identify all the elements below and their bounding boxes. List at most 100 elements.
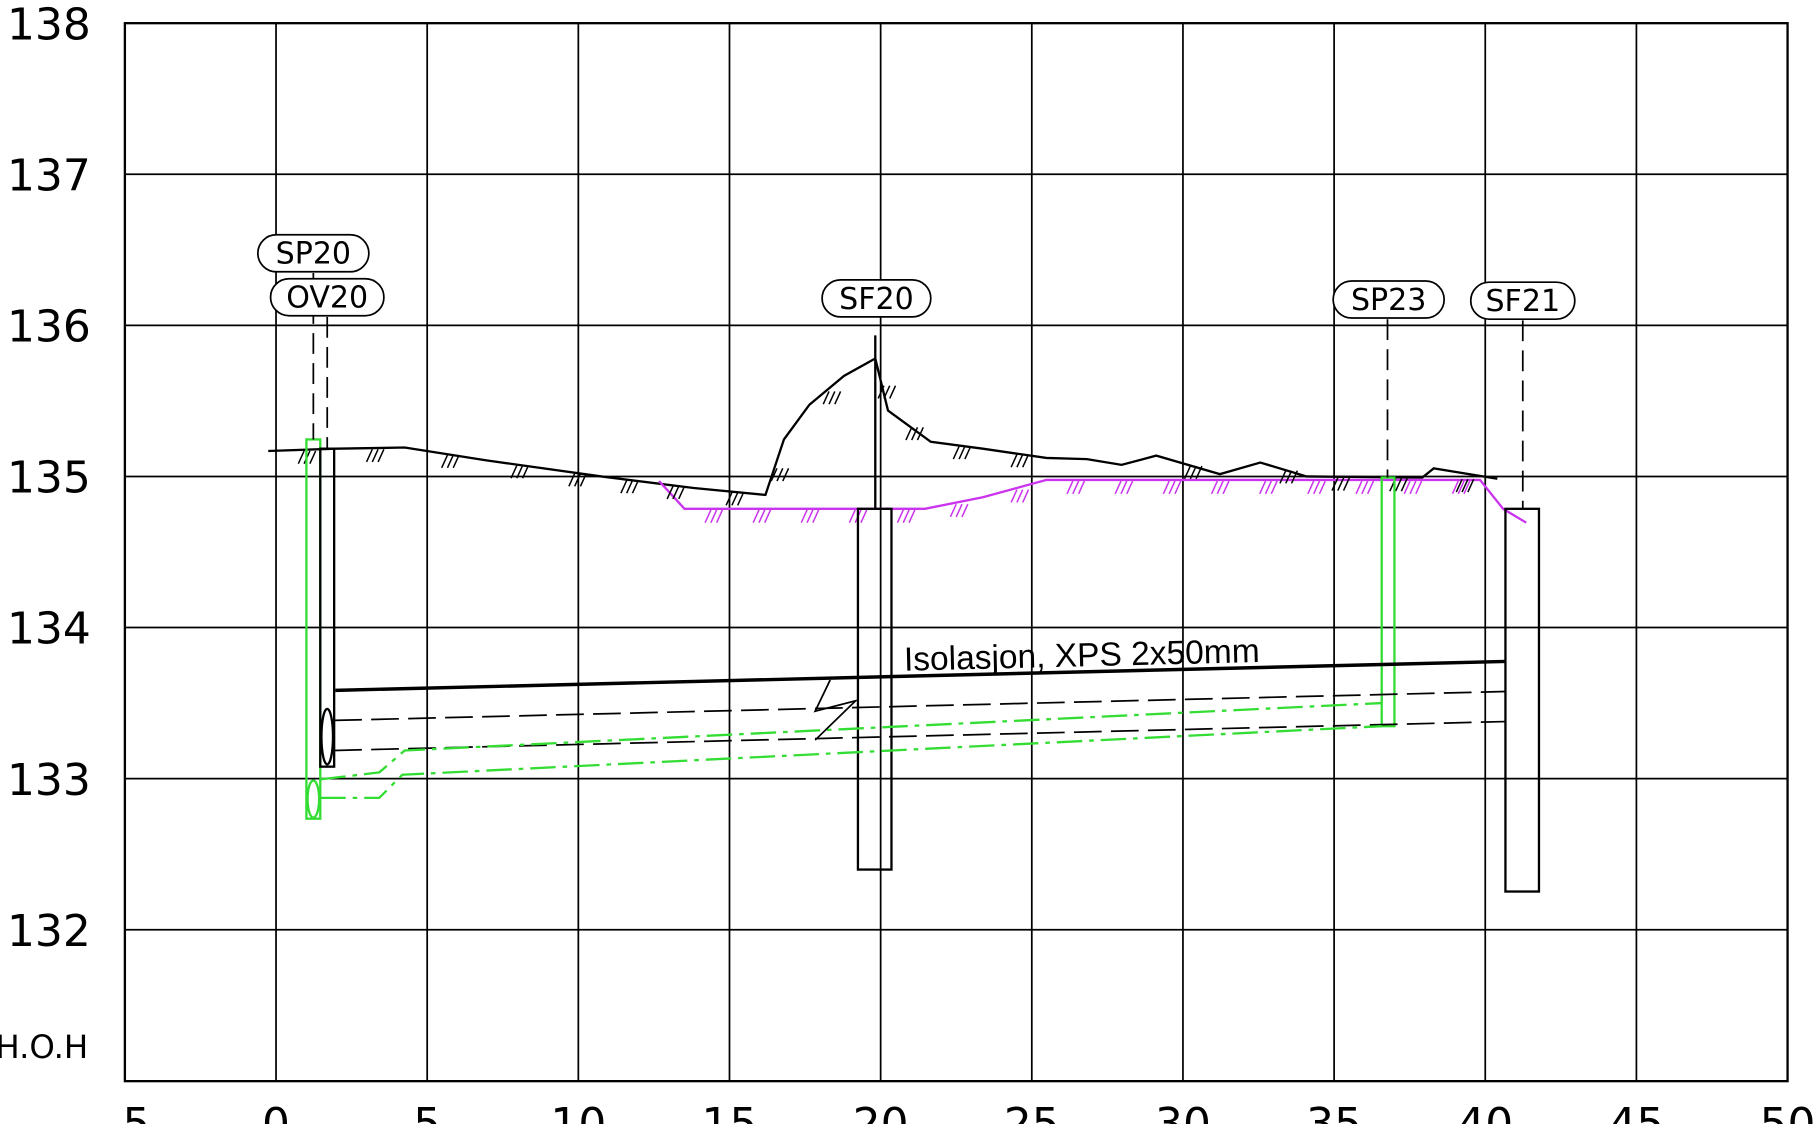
hatch xyxy=(964,446,972,460)
hatch xyxy=(800,509,808,523)
hatch xyxy=(573,473,582,487)
hatch xyxy=(710,509,718,523)
hatch xyxy=(1270,480,1278,495)
insulation-label: Isolasjon, XPS 2x50mm xyxy=(903,633,1260,679)
hatch xyxy=(860,509,868,523)
hatch xyxy=(1467,479,1475,493)
hatch xyxy=(1409,480,1417,495)
hatch xyxy=(1022,454,1030,468)
hatch xyxy=(309,450,317,465)
hatching xyxy=(297,385,1475,523)
hatch xyxy=(1022,489,1030,503)
well-sp23 xyxy=(1380,476,1396,728)
hatch xyxy=(521,465,530,479)
hatch xyxy=(377,448,385,463)
hatch xyxy=(1189,465,1197,480)
hatch xyxy=(1366,480,1375,495)
hatch xyxy=(1290,470,1298,484)
y-label: 132 xyxy=(7,906,91,957)
hatch xyxy=(631,480,639,494)
hatch xyxy=(764,509,772,523)
pipe-top xyxy=(334,690,1506,722)
hatch xyxy=(896,509,904,523)
tag-box xyxy=(821,279,932,318)
hatch xyxy=(1072,480,1080,495)
hatch xyxy=(883,385,891,399)
leaders xyxy=(312,272,1524,509)
tag-label: SP23 xyxy=(1351,283,1426,318)
hatch xyxy=(1285,470,1293,484)
x-label: 5 xyxy=(413,1099,441,1124)
x-label: 50 xyxy=(1760,1099,1813,1124)
hatch xyxy=(1461,479,1469,493)
hatch xyxy=(620,480,628,494)
grid xyxy=(124,23,1788,1082)
y-label: 133 xyxy=(7,755,91,806)
hatch xyxy=(1342,477,1351,491)
x-label: 0 xyxy=(262,1099,290,1124)
hatch xyxy=(1355,480,1363,495)
hatch xyxy=(776,468,784,482)
tag-box xyxy=(256,233,370,273)
hatch xyxy=(1318,480,1326,495)
x-label: 25 xyxy=(1004,1099,1060,1124)
hatch xyxy=(1457,480,1465,495)
hatch xyxy=(1120,480,1128,495)
hatch xyxy=(1174,480,1182,495)
hatch xyxy=(1222,480,1230,495)
hatch xyxy=(1010,489,1018,503)
hatch xyxy=(441,454,449,469)
hatch xyxy=(1463,480,1471,495)
hatch xyxy=(889,385,897,399)
hatch xyxy=(1403,480,1411,495)
hatch xyxy=(1313,480,1321,495)
insulation-line xyxy=(335,659,1506,693)
hatch xyxy=(1066,480,1074,495)
hatch xyxy=(752,509,760,523)
hatch xyxy=(1114,480,1122,495)
hatch xyxy=(758,509,766,523)
pipe-section xyxy=(320,707,335,766)
pipe-bottom xyxy=(334,720,1506,752)
hatch xyxy=(916,426,924,441)
hatch xyxy=(452,454,460,469)
x-label: 30 xyxy=(1155,1099,1211,1124)
hatch xyxy=(1010,454,1018,468)
hatch xyxy=(848,509,856,523)
hatch xyxy=(1307,480,1315,495)
hatch xyxy=(1016,454,1024,468)
hatch xyxy=(1394,478,1403,492)
tag-label: OV20 xyxy=(286,281,368,316)
hatch xyxy=(678,485,686,500)
hatch xyxy=(782,468,790,482)
hatch xyxy=(834,391,842,405)
hatch xyxy=(626,480,634,494)
hatch xyxy=(1264,480,1272,495)
x-label: 10 xyxy=(550,1099,606,1124)
hatch xyxy=(961,503,969,518)
hatch xyxy=(1126,480,1134,495)
excavation-line xyxy=(658,478,1527,524)
hatch xyxy=(812,509,820,523)
datum-label: H.O.H xyxy=(0,1028,88,1066)
hatch xyxy=(1162,480,1170,495)
hatch xyxy=(949,503,957,518)
break-mark xyxy=(813,679,859,741)
tag-label: SP20 xyxy=(276,237,351,272)
hatch xyxy=(1210,480,1219,495)
hatch xyxy=(955,503,963,518)
hatch xyxy=(1016,489,1024,503)
y-label: 137 xyxy=(7,150,91,201)
hatch xyxy=(822,391,830,405)
hatch xyxy=(1168,480,1176,495)
tag-box xyxy=(1332,280,1446,319)
hatch xyxy=(731,492,739,506)
axis-labels: 1381371361351341331325051015202530354045… xyxy=(7,0,1813,1124)
hatch xyxy=(737,492,745,506)
hatch xyxy=(672,485,680,500)
hatch xyxy=(1077,480,1086,495)
hatch xyxy=(952,446,960,460)
tags: SP20 OV20 SF20 SP23 SF21 xyxy=(256,233,1576,321)
tag-label: SF21 xyxy=(1485,284,1560,319)
